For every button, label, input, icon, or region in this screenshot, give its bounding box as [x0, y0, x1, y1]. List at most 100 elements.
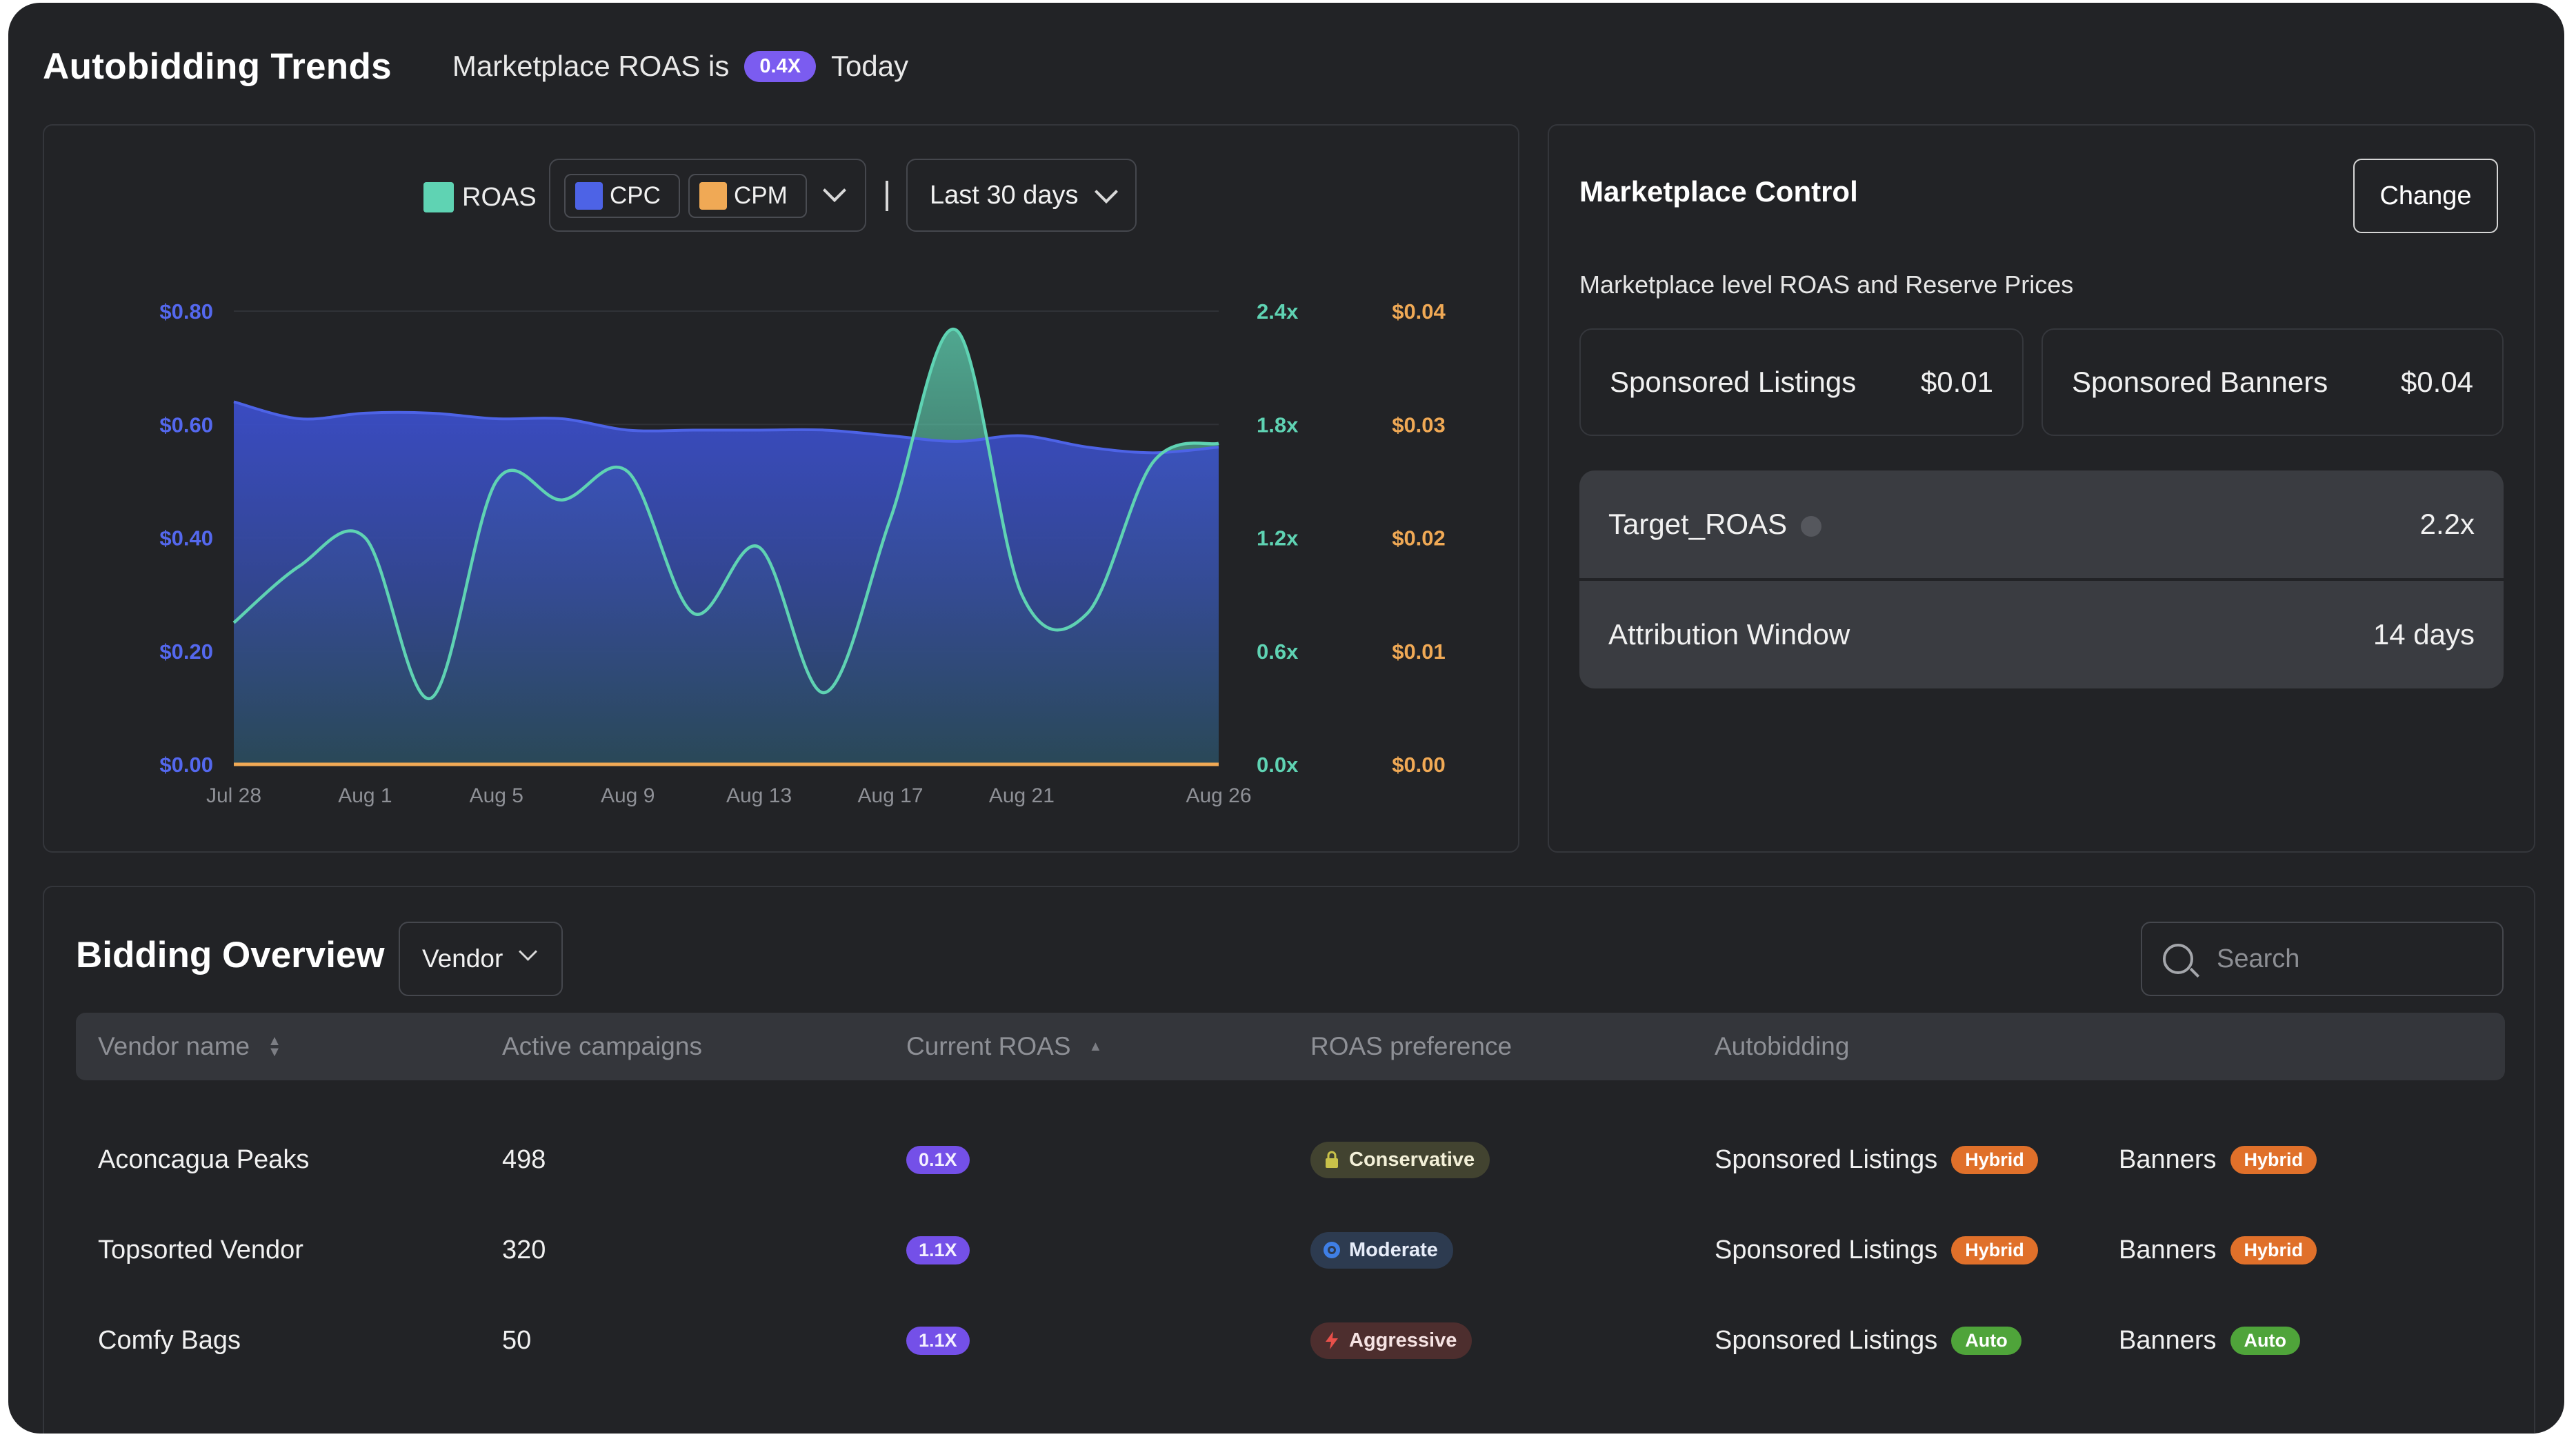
- table-row[interactable]: Aconcagua Peaks 498 0.1X Conservative Sp…: [76, 1115, 2505, 1204]
- column-label: Autobidding: [1715, 1032, 1850, 1060]
- current-roas: 1.1X: [906, 1205, 970, 1295]
- banner-label: Banners: [2119, 1235, 2217, 1264]
- setting-label: Target_ROAS: [1608, 508, 1822, 541]
- x-tick-label: Aug 5: [470, 784, 523, 807]
- sort-icon[interactable]: ▲ ▼: [268, 1033, 281, 1060]
- sort-asc-icon[interactable]: ▲: [1088, 1039, 1103, 1054]
- legend-cpc-label: CPC: [610, 182, 661, 209]
- search-placeholder: Search: [2217, 944, 2300, 973]
- price-label: Sponsored Listings: [1610, 366, 1857, 398]
- legend-cpc[interactable]: CPC: [564, 174, 680, 218]
- autobidding-banners: Banners Hybrid: [2119, 1115, 2317, 1204]
- column-vendor-name[interactable]: Vendor name ▲ ▼: [98, 1013, 281, 1080]
- listing-mode-badge: Auto: [1951, 1326, 2021, 1355]
- y-right-cpm-tick-label: $0.01: [1392, 639, 1446, 664]
- date-range-label: Last 30 days: [930, 180, 1079, 210]
- x-tick-label: Aug 13: [726, 784, 792, 807]
- table-header: Vendor name ▲ ▼ Active campaigns Current …: [76, 1013, 2505, 1080]
- y-right-cpm-tick-label: $0.03: [1392, 413, 1446, 437]
- y-right-roas-tick-label: 1.2x: [1257, 526, 1299, 551]
- column-label: Active campaigns: [502, 1032, 702, 1060]
- x-tick-label: Aug 26: [1186, 784, 1251, 807]
- roas-badge: 1.1X: [906, 1236, 970, 1264]
- divider: [886, 181, 888, 211]
- chevron-down-icon: [519, 942, 537, 961]
- vendor-name: Comfy Bags: [98, 1325, 241, 1355]
- info-icon[interactable]: [1801, 515, 1822, 537]
- banner-label: Banners: [2119, 1325, 2217, 1355]
- autobidding-banners: Banners Hybrid: [2119, 1205, 2317, 1295]
- listing-mode-badge: Hybrid: [1951, 1145, 2038, 1174]
- active-campaigns: 498: [502, 1144, 546, 1174]
- setting-attribution-window: Attribution Window 14 days: [1579, 581, 2504, 688]
- listing-label: Sponsored Listings: [1715, 1144, 1938, 1174]
- cpc-line: [233, 400, 1219, 455]
- roas-value-badge: 0.4X: [744, 50, 817, 82]
- search-icon: [2163, 944, 2193, 974]
- setting-value: 14 days: [2373, 618, 2475, 651]
- marketplace-roas-status: Marketplace ROAS is 0.4X Today: [452, 50, 908, 83]
- autobidding-listings: Sponsored Listings Hybrid: [1715, 1115, 2038, 1204]
- target-icon: [1324, 1242, 1340, 1258]
- listing-label: Sponsored Listings: [1715, 1235, 1938, 1264]
- legend-roas[interactable]: ROAS: [423, 182, 537, 212]
- y-left-tick-label: $0.60: [159, 413, 213, 437]
- table-row[interactable]: Topsorted Vendor 320 1.1X Moderate Spons…: [76, 1205, 2505, 1295]
- banner-mode-badge: Hybrid: [2230, 1145, 2317, 1174]
- price-value: $0.01: [1920, 366, 1993, 398]
- y-right-roas-tick-label: 0.0x: [1257, 753, 1299, 777]
- marketplace-control-panel: Marketplace Control Change Marketplace l…: [1548, 124, 2535, 853]
- column-roas-preference: ROAS preference: [1310, 1013, 1512, 1080]
- preference-label: Moderate: [1349, 1238, 1438, 1261]
- y-right-cpm-tick-label: $0.02: [1392, 526, 1446, 551]
- x-tick-label: Aug 21: [989, 784, 1055, 807]
- vendor-filter-dropdown[interactable]: Vendor: [399, 922, 563, 996]
- column-label: Vendor name: [98, 1032, 250, 1060]
- y-left-tick-label: $0.80: [159, 299, 213, 324]
- current-roas: 0.1X: [906, 1115, 970, 1204]
- table-row[interactable]: Comfy Bags 50 1.1X Aggressive Sponsored …: [76, 1296, 2505, 1385]
- search-input[interactable]: Search: [2141, 922, 2504, 996]
- date-range-dropdown[interactable]: Last 30 days: [906, 159, 1137, 232]
- roas-preference: Aggressive: [1310, 1296, 1472, 1385]
- x-tick-label: Jul 28: [206, 784, 261, 807]
- app-window: Autobidding Trends Marketplace ROAS is 0…: [8, 3, 2564, 1434]
- y-left-tick-label: $0.40: [159, 526, 213, 551]
- roas-line: [232, 328, 1219, 700]
- legend-cpm[interactable]: CPM: [688, 174, 807, 218]
- y-right-cpm-tick-label: $0.00: [1392, 753, 1446, 777]
- preference-badge: Moderate: [1310, 1231, 1453, 1269]
- metric-selector[interactable]: CPC CPM: [549, 159, 866, 232]
- roas-suffix: Today: [831, 50, 909, 82]
- column-label: Current ROAS: [906, 1032, 1071, 1060]
- autobidding-listings: Sponsored Listings Hybrid: [1715, 1205, 2038, 1295]
- active-campaigns: 50: [502, 1325, 532, 1355]
- change-button[interactable]: Change: [2353, 159, 2498, 233]
- bidding-overview-title: Bidding Overview: [76, 935, 385, 975]
- autobidding-banners: Banners Auto: [2119, 1296, 2301, 1385]
- column-label: ROAS preference: [1310, 1032, 1512, 1060]
- header: Autobidding Trends Marketplace ROAS is 0…: [43, 39, 908, 94]
- cpc-swatch: [575, 182, 603, 210]
- roas-preference: Moderate: [1310, 1205, 1453, 1295]
- legend-roas-label: ROAS: [462, 182, 537, 212]
- column-current-roas[interactable]: Current ROAS ▲: [906, 1013, 1102, 1080]
- vendor-name: Aconcagua Peaks: [98, 1144, 310, 1174]
- current-roas: 1.1X: [906, 1296, 970, 1385]
- column-autobidding: Autobidding: [1715, 1013, 1849, 1080]
- preference-label: Aggressive: [1349, 1329, 1457, 1351]
- active-campaigns: 320: [502, 1235, 546, 1264]
- lightning-icon: [1326, 1331, 1338, 1349]
- roas-prefix: Marketplace ROAS is: [452, 50, 730, 82]
- banner-mode-badge: Auto: [2230, 1326, 2301, 1355]
- cpm-swatch: [699, 182, 727, 210]
- y-right-cpm-tick-label: $0.04: [1392, 299, 1446, 324]
- setting-label: Attribution Window: [1608, 618, 1850, 651]
- y-right-roas-tick-label: 1.8x: [1257, 413, 1299, 437]
- roas-swatch: [423, 182, 454, 212]
- marketplace-settings: Target_ROAS 2.2x Attribution Window 14 d…: [1579, 470, 2504, 688]
- y-left-tick-label: $0.20: [159, 639, 213, 664]
- lock-icon: [1326, 1151, 1338, 1168]
- listing-label: Sponsored Listings: [1715, 1325, 1938, 1355]
- roas-preference: Conservative: [1310, 1115, 1490, 1204]
